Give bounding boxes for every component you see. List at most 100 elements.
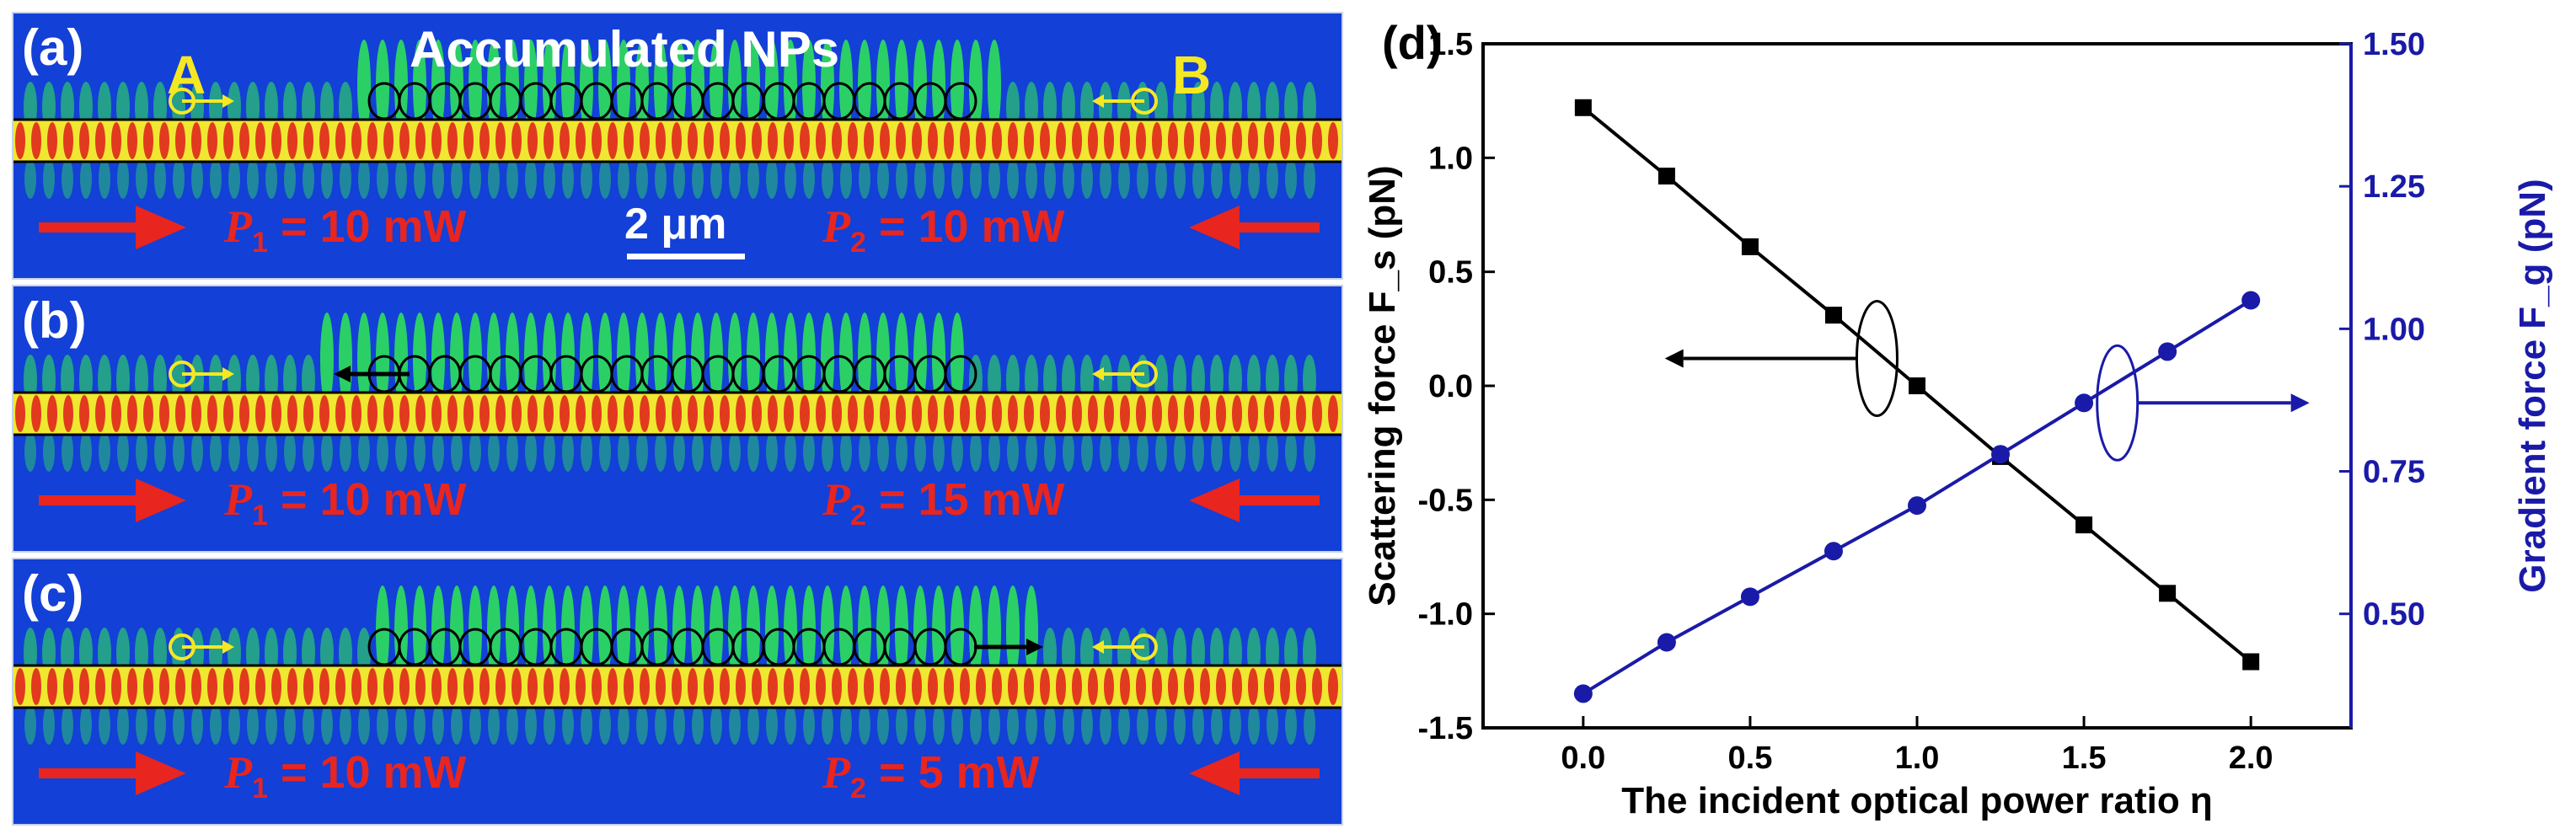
waveguide-mode-fringe xyxy=(640,668,650,705)
waveguide-mode-fringe xyxy=(1248,395,1258,432)
waveguide-mode-fringe xyxy=(239,668,249,705)
probe-a-arrowhead xyxy=(222,367,234,381)
waveguide-mode-fringe xyxy=(431,395,442,432)
field-lobe-lower xyxy=(1248,158,1260,199)
field-lobe xyxy=(710,40,723,132)
waveguide-mode-fringe xyxy=(15,122,25,159)
field-lobe-lower xyxy=(933,704,945,745)
field-lobe-lower xyxy=(1007,158,1019,199)
field-lobe-lower xyxy=(970,158,982,199)
waveguide-mode-fringe xyxy=(1232,395,1242,432)
waveguide-mode-fringe xyxy=(1232,668,1242,705)
waveguide-mode-fringe xyxy=(816,395,826,432)
field-lobe xyxy=(635,313,649,405)
waveguide-mode-fringe xyxy=(784,395,794,432)
waveguide-mode-fringe xyxy=(976,395,986,432)
field-lobe-lower xyxy=(1229,704,1241,745)
waveguide-mode-fringe xyxy=(960,668,970,705)
waveguide-mode-fringe xyxy=(255,395,265,432)
field-lobe-lower xyxy=(284,704,296,745)
field-lobe-lower xyxy=(117,431,129,472)
waveguide-mode-fringe xyxy=(736,395,746,432)
waveguide-mode-fringe xyxy=(784,668,794,705)
waveguide-mode-fringe xyxy=(191,668,201,705)
field-lobe xyxy=(376,585,389,678)
field-lobe-lower xyxy=(1155,431,1167,472)
field-map-b xyxy=(13,286,1342,551)
field-lobe-lower xyxy=(877,158,889,199)
field-lobe-lower xyxy=(914,158,926,199)
field-lobe-lower xyxy=(840,431,852,472)
waveguide-mode-fringe xyxy=(399,122,410,159)
waveguide-mode-fringe xyxy=(608,395,618,432)
field-lobe-lower xyxy=(1063,704,1074,745)
field-lobe-lower xyxy=(451,158,463,199)
waveguide-mode-fringe xyxy=(608,668,618,705)
field-lobe-lower xyxy=(1229,158,1241,199)
gradient-point xyxy=(1991,445,2011,464)
field-lobe xyxy=(747,313,760,405)
field-lobe xyxy=(654,585,667,678)
waveguide-mode-fringe xyxy=(415,395,426,432)
waveguide-mode-fringe xyxy=(720,668,730,705)
waveguide-mode-fringe xyxy=(1296,122,1306,159)
field-lobe xyxy=(969,40,983,132)
field-lobe-lower xyxy=(321,158,333,199)
field-lobe-lower xyxy=(673,431,685,472)
field-lobe-lower xyxy=(710,431,722,472)
field-lobe xyxy=(376,40,389,132)
field-lobe-lower xyxy=(618,158,629,199)
field-lobe-lower xyxy=(136,158,147,199)
field-lobe-lower xyxy=(840,704,852,745)
waveguide-mode-fringe xyxy=(1264,668,1274,705)
probe-b-arrowhead xyxy=(1092,94,1104,108)
field-lobe-lower xyxy=(80,431,92,472)
field-lobe-lower xyxy=(803,704,815,745)
field-lobe-lower xyxy=(358,158,370,199)
waveguide-mode-fringe xyxy=(1120,122,1130,159)
field-lobe-lower xyxy=(43,431,55,472)
field-lobe-lower xyxy=(859,704,870,745)
field-lobe-lower xyxy=(1007,431,1019,472)
waveguide-mode-fringe xyxy=(528,395,538,432)
waveguide-mode-fringe xyxy=(127,122,137,159)
waveguide-mode-fringe xyxy=(303,122,313,159)
waveguide-mode-fringe xyxy=(592,668,602,705)
waveguide-mode-fringe xyxy=(495,122,506,159)
waveguide-mode-fringe xyxy=(15,395,25,432)
scattering-point xyxy=(2242,653,2260,671)
field-lobe-lower xyxy=(1137,158,1149,199)
waveguide-mode-fringe xyxy=(816,122,826,159)
waveguide-mode-fringe xyxy=(1104,122,1114,159)
waveguide-mode-fringe xyxy=(367,395,378,432)
waveguide-mode-fringe xyxy=(1152,668,1162,705)
field-lobe-lower xyxy=(525,431,537,472)
field-lobe-lower xyxy=(1192,431,1204,472)
waveguide-mode-fringe xyxy=(47,395,57,432)
field-lobe-lower xyxy=(766,704,778,745)
field-lobe-lower xyxy=(284,158,296,199)
waveguide-mode-fringe xyxy=(447,122,458,159)
field-lobe-lower xyxy=(896,704,908,745)
field-lobe-lower xyxy=(859,158,870,199)
waveguide-mode-fringe xyxy=(143,122,153,159)
field-lobe-lower xyxy=(766,158,778,199)
waveguide-mode-fringe xyxy=(1072,668,1082,705)
waveguide-mode-fringe xyxy=(880,395,890,432)
waveguide-mode-fringe xyxy=(463,395,474,432)
chart-panel-label: (d) xyxy=(1382,16,1443,69)
field-lobe-lower xyxy=(822,158,833,199)
field-lobe-lower xyxy=(877,431,889,472)
field-lobe xyxy=(969,585,983,678)
scale-bar xyxy=(627,254,745,259)
field-lobe-lower xyxy=(414,158,426,199)
waveguide-mode-fringe xyxy=(191,395,201,432)
waveguide-mode-fringe xyxy=(447,395,458,432)
scattering-point xyxy=(2159,585,2177,602)
field-lobe-lower xyxy=(859,431,870,472)
x-axis-label: The incident optical power ratio η xyxy=(1621,780,2213,821)
field-lobe-lower xyxy=(43,158,55,199)
field-lobe-lower xyxy=(136,431,147,472)
field-lobe-lower xyxy=(655,158,667,199)
waveguide-mode-fringe xyxy=(768,395,778,432)
